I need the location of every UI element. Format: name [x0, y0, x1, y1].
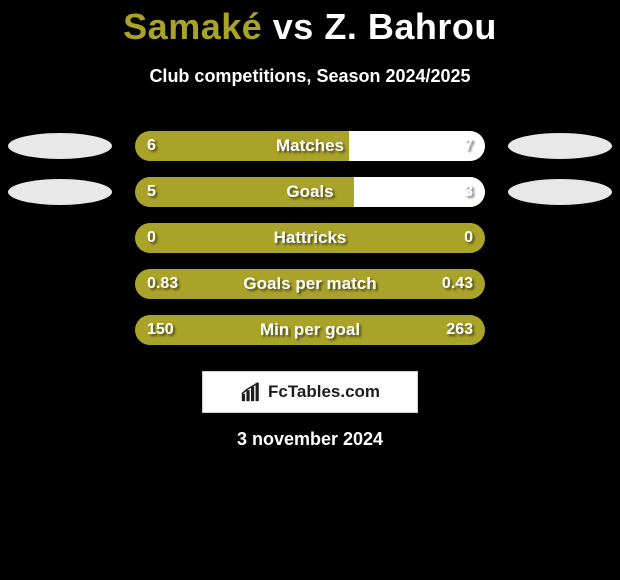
- player2-name: Z. Bahrou: [324, 6, 497, 47]
- stat-left-value: 0: [147, 229, 156, 247]
- subtitle: Club competitions, Season 2024/2025: [0, 66, 620, 87]
- player1-badge-placeholder: [8, 133, 112, 159]
- stat-right-value: 0.43: [442, 275, 473, 293]
- stat-right-value: 7: [464, 137, 473, 155]
- player1-badge-placeholder: [8, 179, 112, 205]
- stat-row: 0.83 0.43 Goals per match: [0, 261, 620, 307]
- player1-name: Samaké: [123, 6, 262, 47]
- vs-label: vs: [273, 6, 314, 47]
- player2-badge-placeholder: [508, 179, 612, 205]
- page-title: Samaké vs Z. Bahrou: [0, 0, 620, 48]
- date-label: 3 november 2024: [0, 429, 620, 450]
- bar-chart-icon: [240, 381, 262, 403]
- stat-row: 0 0 Hattricks: [0, 215, 620, 261]
- stat-left-value: 0.83: [147, 275, 178, 293]
- attribution-box: FcTables.com: [202, 371, 418, 413]
- stat-label: Goals: [286, 182, 333, 202]
- stat-bar: 0 0 Hattricks: [135, 223, 485, 253]
- stat-bar: 5 3 Goals: [135, 177, 485, 207]
- stat-row: 5 3 Goals: [0, 169, 620, 215]
- stat-right-value: 3: [464, 183, 473, 201]
- stat-right-value: 263: [446, 321, 473, 339]
- attribution-text: FcTables.com: [268, 382, 380, 402]
- player2-badge-placeholder: [508, 133, 612, 159]
- stat-right-value: 0: [464, 229, 473, 247]
- stat-left-value: 5: [147, 183, 156, 201]
- stat-label: Goals per match: [243, 274, 376, 294]
- stat-label: Matches: [276, 136, 344, 156]
- stat-left-value: 6: [147, 137, 156, 155]
- stat-bar: 0.83 0.43 Goals per match: [135, 269, 485, 299]
- stat-left-value: 150: [147, 321, 174, 339]
- comparison-infographic: Samaké vs Z. Bahrou Club competitions, S…: [0, 0, 620, 580]
- stat-bar: 150 263 Min per goal: [135, 315, 485, 345]
- stat-bar: 6 7 Matches: [135, 131, 485, 161]
- stat-label: Min per goal: [260, 320, 360, 340]
- stat-rows: 6 7 Matches 5 3 Goals 0 0 Hattricks 0.83 0.43 Goals…: [0, 123, 620, 353]
- stat-row: 150 263 Min per goal: [0, 307, 620, 353]
- stat-label: Hattricks: [274, 228, 347, 248]
- stat-row: 6 7 Matches: [0, 123, 620, 169]
